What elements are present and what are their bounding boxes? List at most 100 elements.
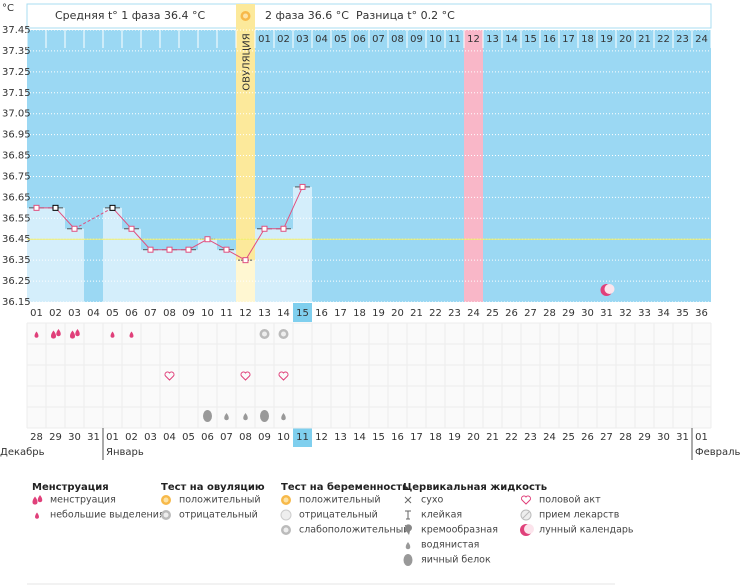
phase2-day-label: 05: [334, 34, 347, 45]
cycle-day-label: 15: [296, 308, 309, 319]
date-label: 03: [144, 432, 157, 443]
icon-ov-neg: [259, 329, 270, 339]
y-tick-label: 37.05: [2, 109, 31, 120]
icon-egg-white: [203, 410, 212, 422]
icon-ov-neg: [161, 510, 171, 520]
ovulation-label: ОВУЛЯЦИЯ: [242, 33, 253, 91]
phase2-day-label: 04: [315, 34, 328, 45]
drop: [37, 495, 43, 503]
phase2-day-label: 03: [296, 34, 309, 45]
date-label: 24: [543, 432, 556, 443]
month-label: Февраль: [695, 447, 741, 458]
icon-watery: [243, 413, 248, 421]
temperature-bar: [122, 228, 141, 302]
cycle-day-label: 26: [505, 308, 518, 319]
icon-heavy: [32, 495, 43, 505]
cycle-day-label: 01: [30, 308, 43, 319]
phase2-day-label: 07: [372, 34, 385, 45]
legend-label: положительный: [299, 495, 381, 506]
stroke: [522, 511, 530, 519]
date-label: 01: [106, 432, 119, 443]
shape: [203, 410, 212, 422]
date-label: 06: [201, 432, 214, 443]
circle: [524, 524, 534, 534]
date-label: 26: [581, 432, 594, 443]
date-label: 31: [676, 432, 689, 443]
phase2-day-label: 08: [391, 34, 404, 45]
cycle-day-label: 32: [619, 308, 632, 319]
temperature-bar: [46, 207, 65, 302]
legend-label: клейкая: [421, 510, 462, 521]
temperature-bar: [217, 249, 236, 302]
heart: [164, 371, 175, 381]
date-label: 04: [163, 432, 176, 443]
phase2-day-label: 13: [486, 34, 499, 45]
temperature-bar: [255, 228, 274, 302]
ovulation-column: [236, 4, 255, 302]
phase-difference: Разница t° 0.2 °C: [356, 9, 455, 22]
icon-moon: [520, 524, 534, 536]
phase2-day-label: 16: [543, 34, 556, 45]
date-label: 11: [296, 432, 309, 443]
phase2-day-label: 22: [657, 34, 670, 45]
phase2-day-label: 12: [467, 34, 480, 45]
circle: [281, 331, 286, 337]
temperature-point: [204, 236, 211, 243]
temperature-point: [166, 246, 173, 253]
legend-label: яичный белок: [421, 555, 491, 566]
icon-dry: [404, 496, 412, 504]
y-tick-label: 36.35: [2, 255, 31, 266]
cycle-day-label: 13: [258, 308, 271, 319]
circle: [283, 527, 289, 533]
icon-ov-pos: [161, 495, 171, 505]
date-label: 22: [505, 432, 518, 443]
icon-heavy: [69, 329, 80, 339]
icon-heart: [164, 371, 175, 381]
phase2-day-label: 01: [258, 34, 271, 45]
drop: [110, 331, 115, 338]
y-tick-label: 36.25: [2, 276, 31, 287]
cycle-day-label: 11: [220, 308, 233, 319]
y-tick-label: 36.65: [2, 192, 31, 203]
icon-egg-white: [260, 410, 269, 422]
icon-light: [34, 331, 39, 338]
temperature-point: [109, 204, 116, 211]
temperature-point: [33, 204, 40, 211]
temperature-bar: [198, 239, 217, 302]
stroke: [404, 496, 412, 504]
cycle-day-label: 34: [657, 308, 670, 319]
icon-preg-pos: [281, 495, 291, 505]
phase2-day-label: 20: [619, 34, 632, 45]
circle: [283, 497, 289, 503]
cycle-day-label: 16: [315, 308, 328, 319]
date-label: 16: [391, 432, 404, 443]
circle: [280, 509, 292, 521]
temperature-bar: [65, 228, 84, 302]
legend-label: кремообразная: [421, 525, 498, 536]
temperature-bar: [141, 249, 160, 302]
icon-heavy: [50, 329, 61, 339]
cycle-day-label: 29: [562, 308, 575, 319]
icon-sticky: [405, 510, 411, 520]
phase2-day-label: 19: [600, 34, 613, 45]
date-label: 18: [429, 432, 442, 443]
date-label: 28: [30, 432, 43, 443]
legend-label: водянистая: [421, 540, 479, 551]
cycle-day-label: 20: [391, 308, 404, 319]
date-label: 17: [410, 432, 423, 443]
legend-title: Менструация: [32, 482, 109, 493]
cycle-day-label: 28: [543, 308, 556, 319]
phase2-day-label: 18: [581, 34, 594, 45]
y-tick-label: 36.45: [2, 234, 31, 245]
drop: [224, 413, 229, 421]
icon-light: [35, 512, 39, 519]
shape: [260, 410, 269, 422]
phase2-day-label: 21: [638, 34, 651, 45]
cycle-day-label: 03: [68, 308, 81, 319]
drop: [75, 329, 80, 337]
icon-creamy: [404, 524, 412, 535]
date-label: 02: [125, 432, 138, 443]
legend-label: положительный: [179, 495, 261, 506]
date-label: 20: [467, 432, 480, 443]
month-label: Январь: [106, 447, 144, 458]
